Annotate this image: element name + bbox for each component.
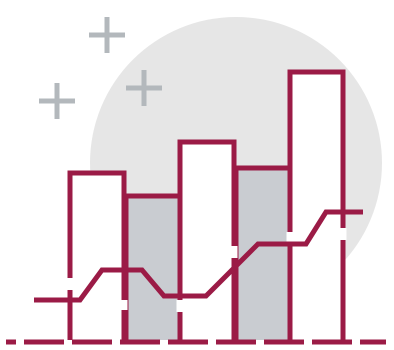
plus-sparkle-icon [89,17,125,53]
bar-3 [177,139,237,340]
bar-5 [287,69,346,340]
plus-sparkle-icon [126,70,162,106]
bar-gaps [66,228,347,312]
bar-4 [233,165,288,340]
trend-line [34,209,363,303]
plus-sparkle-icon [39,83,75,119]
bar-2 [123,193,178,340]
bar-1 [67,170,127,340]
bar-4-fill [236,168,288,340]
